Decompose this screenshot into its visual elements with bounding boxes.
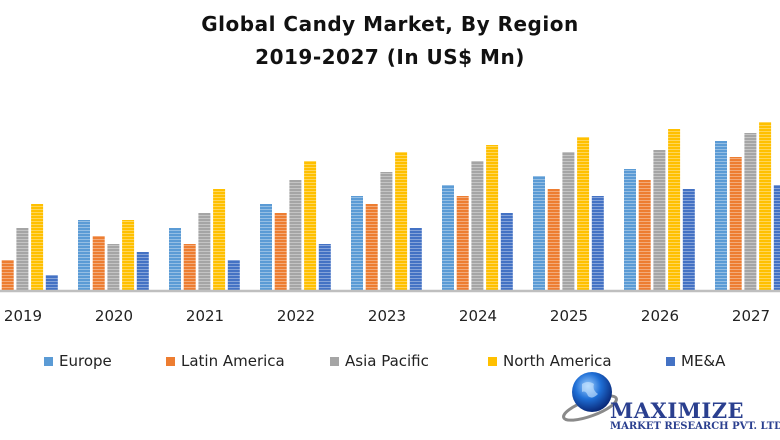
- bar-latin-america-2026: [638, 180, 651, 290]
- bar-europe-2023: [351, 196, 363, 290]
- x-tick-label: 2027: [732, 307, 770, 325]
- bar-europe-2026: [624, 169, 636, 290]
- bar-me-a-2021: [227, 260, 240, 290]
- legend-swatch: [488, 356, 497, 366]
- bar-me-a-2026: [682, 189, 695, 290]
- bar-europe-2021: [169, 228, 181, 290]
- bar-me-a-2023: [409, 228, 422, 290]
- bar-me-a-2020: [136, 252, 149, 290]
- x-tick-label: 2021: [186, 307, 224, 325]
- logo-text: MAXIMIZE: [610, 398, 745, 423]
- bar-latin-america-2024: [456, 196, 469, 290]
- chart-subtitle: 2019-2027 (In US$ Mn): [255, 45, 525, 69]
- bar-asia-pacific-2024: [471, 161, 484, 290]
- bar-me-a-2024: [500, 213, 513, 290]
- bar-asia-pacific-2027: [744, 133, 757, 290]
- x-tick-label: 2020: [95, 307, 133, 325]
- bar-latin-america-2023: [365, 204, 378, 290]
- bar-chart: 2019 2020 2021 2022 2023 2024 2025 2026 2027: [0, 122, 780, 325]
- bar-north-america-2019: [31, 204, 44, 290]
- x-tick-label: 2025: [550, 307, 588, 325]
- bar-asia-pacific-2025: [562, 152, 575, 290]
- x-tick-label: 2019: [4, 307, 42, 325]
- legend-item: Asia Pacific: [330, 352, 429, 370]
- bar-asia-pacific-2023: [380, 172, 393, 290]
- bar-north-america-2021: [213, 189, 226, 290]
- bar-north-america-2024: [486, 145, 499, 290]
- legend-item: Europe: [44, 352, 112, 370]
- bar-asia-pacific-2021: [198, 213, 211, 290]
- x-tick-label: 2023: [368, 307, 406, 325]
- legend-label: Asia Pacific: [345, 352, 429, 370]
- bar-europe-2022: [260, 204, 272, 290]
- bar-europe-2027: [715, 141, 727, 290]
- bar-latin-america-2021: [183, 244, 196, 290]
- bar-asia-pacific-2019: [16, 228, 29, 290]
- bar-north-america-2023: [395, 152, 408, 290]
- bar-north-america-2026: [668, 129, 681, 290]
- bar-latin-america-2025: [547, 189, 560, 290]
- bar-europe-2024: [442, 185, 454, 290]
- bar-me-a-2019: [45, 275, 58, 290]
- bar-asia-pacific-2022: [289, 180, 302, 290]
- bar-me-a-2022: [318, 244, 331, 290]
- bar-latin-america-2019: [1, 260, 14, 290]
- x-tick-label: 2024: [459, 307, 497, 325]
- legend-item: Latin America: [166, 352, 285, 370]
- legend-swatch: [166, 356, 175, 366]
- bar-europe-2020: [78, 220, 90, 290]
- bar-north-america-2022: [304, 161, 317, 290]
- bar-north-america-2027: [759, 122, 772, 290]
- bar-asia-pacific-2020: [107, 244, 120, 290]
- legend-item: ME&A: [666, 352, 725, 370]
- x-tick-label: 2026: [641, 307, 679, 325]
- legend-swatch: [44, 356, 53, 366]
- legend-item: North America: [488, 352, 612, 370]
- legend-swatch: [666, 356, 675, 366]
- bar-latin-america-2022: [274, 213, 287, 290]
- legend-label: Europe: [59, 352, 112, 370]
- legend-swatch: [330, 356, 339, 366]
- bar-me-a-2025: [591, 196, 604, 290]
- legend-label: Latin America: [181, 352, 285, 370]
- chart-title: Global Candy Market, By Region: [201, 12, 579, 36]
- x-tick-label: 2022: [277, 307, 315, 325]
- legend-label: North America: [503, 352, 612, 370]
- bar-north-america-2025: [577, 137, 590, 290]
- logo-tagline: MARKET RESEARCH PVT. LTD.: [610, 421, 780, 432]
- company-logo: MAXIMIZE MARKET RESEARCH PVT. LTD.: [560, 370, 780, 440]
- bar-latin-america-2027: [729, 157, 742, 290]
- bar-me-a-2027: [773, 185, 780, 290]
- globe-icon: [562, 372, 618, 422]
- bar-europe-2025: [533, 176, 545, 290]
- bar-north-america-2020: [122, 220, 135, 290]
- bar-latin-america-2020: [92, 236, 105, 290]
- bar-asia-pacific-2026: [653, 150, 666, 290]
- legend-label: ME&A: [681, 352, 726, 370]
